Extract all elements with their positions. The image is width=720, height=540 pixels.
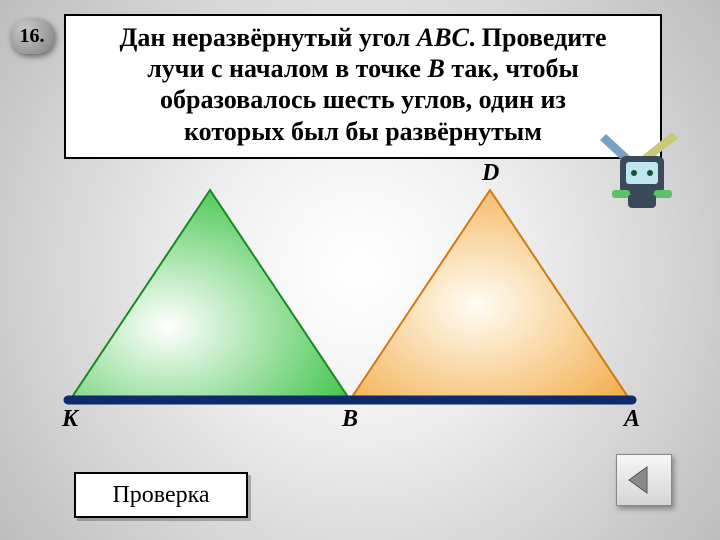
problem-number: 16.: [20, 25, 45, 48]
geometry-diagram: K B A D: [60, 170, 660, 430]
label-B: B: [342, 406, 358, 433]
problem-line1-post: . Проведите: [469, 23, 607, 52]
label-D: D: [482, 160, 499, 187]
problem-line4: которых был бы развёрнутым: [184, 117, 542, 146]
check-button-label: Проверка: [112, 482, 209, 509]
check-button[interactable]: Проверка: [74, 472, 248, 518]
label-K: K: [62, 406, 78, 433]
slide-stage: 16. Дан неразвёрнутый угол ABC. Проведит…: [0, 0, 720, 540]
problem-line2-post: так, чтобы: [445, 54, 579, 83]
problem-b: B: [427, 54, 444, 83]
arrow-left-icon: [627, 465, 661, 495]
label-A: A: [624, 406, 640, 433]
problem-line3: образовалось шесть углов, один из: [160, 85, 566, 114]
problem-statement: Дан неразвёрнутый угол ABC. Проведите лу…: [64, 14, 662, 159]
diagram-svg: [60, 170, 660, 430]
problem-line1-pre: Дан неразвёрнутый угол: [119, 23, 416, 52]
problem-number-badge: 16.: [10, 18, 54, 54]
problem-abc: ABC: [417, 23, 469, 52]
nav-back-button[interactable]: [616, 454, 672, 506]
problem-line2-pre: лучи с началом в точке: [147, 54, 427, 83]
mascot-icon: [598, 128, 682, 212]
